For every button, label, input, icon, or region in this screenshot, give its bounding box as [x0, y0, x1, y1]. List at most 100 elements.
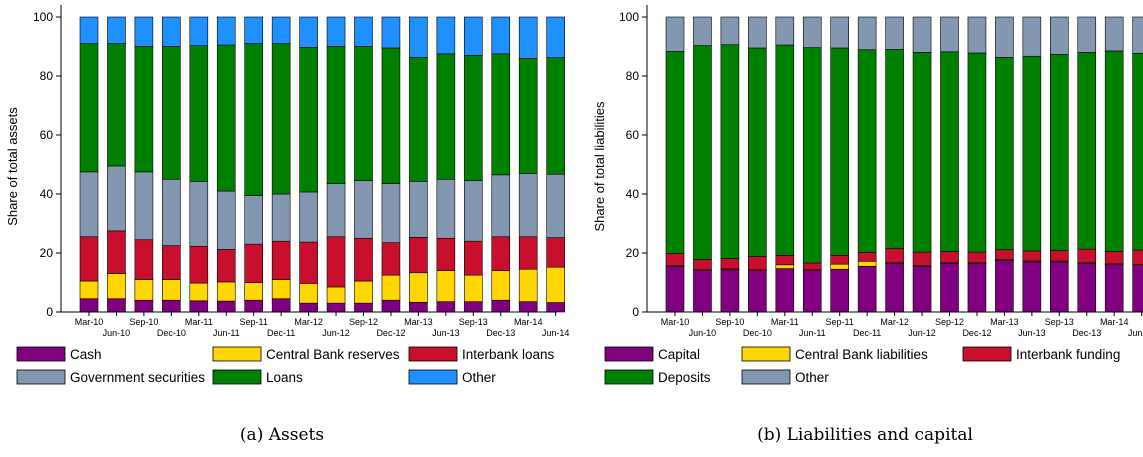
legend-label: Deposits	[658, 370, 711, 385]
bar-segment	[802, 262, 822, 271]
x-tick-label: Mar-13	[404, 317, 433, 327]
x-tick-label: Mar-12	[880, 317, 909, 327]
y-tick-label: 60	[626, 128, 640, 142]
legend-label: Loans	[266, 370, 303, 385]
legend-label: Interbank loans	[462, 347, 555, 362]
bar-segment	[107, 16, 126, 44]
x-tick-label: Dec-11	[267, 328, 295, 338]
bar-segment	[271, 240, 291, 280]
x-tick-label: Mar-10	[75, 317, 104, 327]
bar-segment	[244, 195, 263, 245]
bar-segment	[326, 286, 346, 304]
x-tick-label: Sep-13	[459, 317, 488, 327]
bar-segment	[244, 243, 263, 283]
bar-segment	[1077, 16, 1097, 53]
bar-segment	[1104, 251, 1124, 265]
legend-swatch	[604, 369, 654, 385]
legend-swatch	[16, 369, 66, 385]
bar-segment	[299, 16, 318, 48]
x-tick-label: Sep-11	[826, 317, 854, 327]
bar-segment	[162, 245, 181, 280]
bar-segment	[79, 280, 99, 300]
bar-segment	[271, 193, 291, 242]
bar-segment	[436, 53, 456, 180]
bar-segment	[967, 263, 987, 313]
bar-segment	[409, 181, 428, 238]
bar-segment	[79, 43, 99, 173]
bar-segment	[436, 178, 456, 239]
bar-segment	[326, 302, 346, 313]
bar-segment	[463, 55, 483, 182]
bar-segment	[665, 253, 685, 266]
x-tick-label: Jun-12	[322, 328, 350, 338]
bar-segment	[381, 299, 401, 313]
bar-segment	[775, 44, 795, 256]
bar-segment	[546, 57, 565, 175]
legend-label: Central Bank liabilities	[795, 347, 928, 362]
bar-segment	[693, 259, 712, 271]
bar-segment	[802, 16, 822, 48]
bar-segment	[518, 268, 538, 302]
bar-segment	[775, 16, 795, 46]
bar-segment	[1050, 261, 1069, 313]
legend-swatch	[741, 369, 791, 385]
legend-label: Government securities	[70, 370, 205, 385]
bar-segment	[216, 16, 236, 46]
bar-segment	[79, 171, 99, 238]
bar-segment	[912, 265, 932, 313]
x-tick-label: Dec-10	[743, 328, 772, 338]
x-tick-label: Dec-12	[376, 328, 405, 338]
bar-segment	[802, 270, 822, 313]
bar-segment	[381, 242, 401, 276]
bar-segment	[189, 16, 209, 46]
bar-segment	[299, 302, 318, 313]
bar-segment	[802, 47, 822, 264]
bar-segment	[189, 282, 209, 302]
bar-segment	[162, 279, 181, 301]
bar-segment	[216, 281, 236, 302]
bar-segment	[107, 273, 126, 300]
x-tick-label: Sep-10	[715, 317, 744, 327]
x-tick-label: Sep-10	[129, 317, 158, 327]
y-tick-label: 100	[33, 10, 53, 24]
x-tick-label: Mar-14	[1100, 317, 1129, 327]
y-tick-label: 20	[626, 246, 640, 260]
bar-segment	[162, 178, 181, 246]
bar-segment	[518, 301, 538, 313]
legend: Cash Central Bank reserves Interbank loans…	[16, 346, 555, 385]
x-tick-label: Mar-11	[185, 317, 213, 327]
legend-label: Other	[462, 370, 496, 385]
bar-segment	[107, 165, 126, 232]
bar-segment	[381, 274, 401, 301]
bar-segment	[830, 263, 850, 270]
bar-segment	[693, 270, 712, 313]
bar-segment	[491, 16, 511, 55]
bar-segment	[885, 16, 904, 50]
bar-segment	[1022, 55, 1042, 252]
bar-segment	[189, 300, 209, 313]
bar-segment	[546, 237, 565, 268]
bar-segment	[1077, 263, 1097, 313]
legend-swatch	[962, 346, 1012, 362]
bar-segment	[693, 16, 712, 46]
bar-segment	[940, 16, 959, 53]
bar-segment	[857, 49, 877, 253]
bar-segment	[244, 299, 263, 313]
bar-segment	[967, 52, 987, 253]
x-tick-label: Mar-13	[990, 317, 1019, 327]
x-tick-label: Jun-10	[689, 328, 717, 338]
bar-segment	[940, 263, 959, 313]
legend-swatch	[604, 346, 654, 362]
bar-segment	[436, 270, 456, 302]
y-tick-label: 40	[40, 187, 54, 201]
legend-label: Central Bank reserves	[266, 347, 400, 362]
bar-segment	[693, 45, 712, 260]
bar-segment	[857, 260, 877, 267]
bar-segment	[134, 171, 154, 241]
bar-segment	[1104, 16, 1124, 52]
bar-segment	[491, 174, 511, 238]
bar-segment	[463, 274, 483, 302]
legend-swatch	[16, 346, 66, 362]
x-tick-label: Jun-11	[799, 328, 826, 338]
